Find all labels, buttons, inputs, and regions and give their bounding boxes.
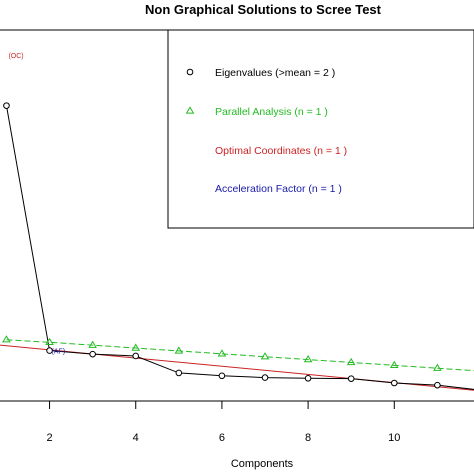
series-0-point-0 <box>3 102 10 109</box>
series-1-point-2 <box>88 340 97 348</box>
series-line-0 <box>5 105 474 390</box>
series-1-point-9 <box>389 360 399 369</box>
series-points <box>2 102 442 389</box>
legend-marker-1 <box>185 106 195 114</box>
chart-annotations: (OC) (AF) <box>8 53 65 355</box>
series-0-point-1 <box>46 347 53 354</box>
legend-label-0: Eigenvalues (>mean = 2 ) <box>215 67 335 79</box>
legend: Eigenvalues (>mean = 2 ) Parallel Analysi… <box>167 29 474 229</box>
series-lines <box>5 105 474 390</box>
series-0-point-2 <box>89 350 96 358</box>
legend-label-1: Parallel Analysis (n = 1 ) <box>215 106 328 118</box>
x-axis-ticks: 2 4 6 8 10 <box>46 401 400 444</box>
series-1-point-3 <box>131 343 141 351</box>
series-0-point-6 <box>261 374 269 381</box>
series-0-point-4 <box>175 369 183 377</box>
x-tick-label-6: 6 <box>219 432 225 444</box>
series-0-point-10 <box>434 381 441 389</box>
x-axis-label: Components <box>231 458 294 470</box>
annotation-0: (OC) <box>8 53 23 60</box>
annotation-1: (AF) <box>52 349 66 356</box>
series-1-point-7 <box>303 354 313 363</box>
series-1-point-8 <box>346 357 356 366</box>
legend-box <box>167 29 474 229</box>
series-1-point-1 <box>45 337 54 345</box>
series-line-1 <box>6 339 474 372</box>
series-0-point-9 <box>390 379 398 387</box>
x-tick-label-2: 2 <box>46 432 52 444</box>
chart-title: Non Graphical Solutions to Scree Test <box>145 2 382 17</box>
x-tick-label-8: 8 <box>305 432 311 444</box>
series-0-point-7 <box>304 375 312 382</box>
series-0-point-8 <box>347 375 355 382</box>
series-0-point-3 <box>132 352 140 360</box>
series-0-point-5 <box>218 372 226 380</box>
legend-label-3: Acceleration Factor (n = 1 ) <box>215 183 342 195</box>
x-tick-label-4: 4 <box>133 432 139 444</box>
series-1-point-0 <box>2 335 11 343</box>
series-1-point-4 <box>174 346 184 354</box>
series-1-point-5 <box>217 349 227 357</box>
x-tick-label-10: 10 <box>388 432 400 444</box>
legend-label-2: Optimal Coordinates (n = 1 ) <box>215 145 347 157</box>
legend-marker-0 <box>186 68 194 76</box>
series-1-point-6 <box>260 352 270 360</box>
series-1-point-10 <box>433 363 442 371</box>
